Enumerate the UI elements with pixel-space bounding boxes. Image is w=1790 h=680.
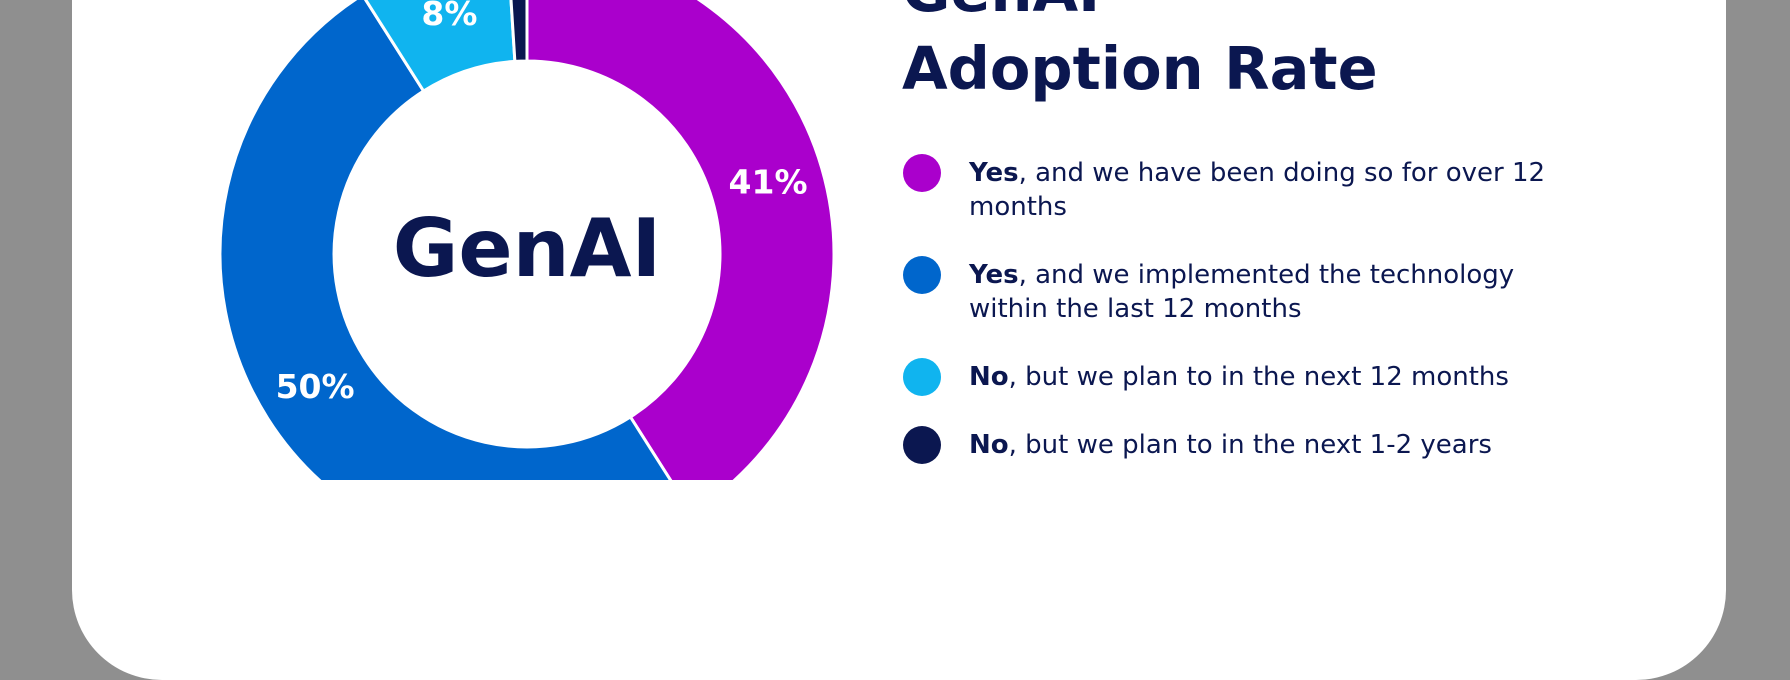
legend-swatch xyxy=(903,426,941,464)
donut-slice-2 xyxy=(218,0,673,480)
legend-label-rest: , and we have been doing so for over 12 … xyxy=(969,158,1546,222)
slice-value-label-1: 41% xyxy=(729,162,808,201)
donut-slice-4 xyxy=(509,0,529,63)
legend-label: Yes, and we implemented the technology w… xyxy=(969,258,1569,326)
legend-item-no-next-1-2-years: No, but we plan to in the next 1-2 years xyxy=(903,426,1623,464)
legend-label-bold: Yes xyxy=(969,158,1019,188)
legend-label-bold: No xyxy=(969,430,1009,460)
legend-swatch xyxy=(903,358,941,396)
donut-slice-3 xyxy=(364,0,517,94)
chart-title: GenAI Adoption Rate xyxy=(902,0,1378,108)
chart-title-line-1: GenAI xyxy=(902,0,1378,30)
legend-item-no-next-12-months: No, but we plan to in the next 12 months xyxy=(903,358,1623,396)
legend-item-yes-over-12-months: Yes, and we have been doing so for over … xyxy=(903,154,1623,224)
donut-chart: GenAI 41% 50% 8% xyxy=(218,0,836,480)
slice-value-label-2: 50% xyxy=(276,367,355,406)
legend-label-bold: Yes xyxy=(969,260,1019,290)
donut-slice-1 xyxy=(525,0,836,480)
legend-item-yes-within-12-months: Yes, and we implemented the technology w… xyxy=(903,256,1623,326)
legend-label: No, but we plan to in the next 1-2 years xyxy=(969,428,1569,462)
legend-label-rest: , but we plan to in the next 12 months xyxy=(1008,362,1509,392)
legend-label: Yes, and we have been doing so for over … xyxy=(969,156,1569,224)
slice-labels: 41% 50% 8% xyxy=(276,0,808,406)
legend-swatch xyxy=(903,154,941,192)
slice-value-label-3: 8% xyxy=(421,0,477,33)
donut-slices xyxy=(218,0,836,480)
donut-center-label: GenAI xyxy=(393,202,662,295)
chart-title-line-2: Adoption Rate xyxy=(902,34,1378,103)
legend-label-rest: , and we implemented the technology with… xyxy=(969,260,1515,324)
legend-label-bold: No xyxy=(969,362,1009,392)
legend-swatch xyxy=(903,256,941,294)
legend-label-rest: , but we plan to in the next 1-2 years xyxy=(1008,430,1492,460)
legend-label: No, but we plan to in the next 12 months xyxy=(969,360,1569,394)
